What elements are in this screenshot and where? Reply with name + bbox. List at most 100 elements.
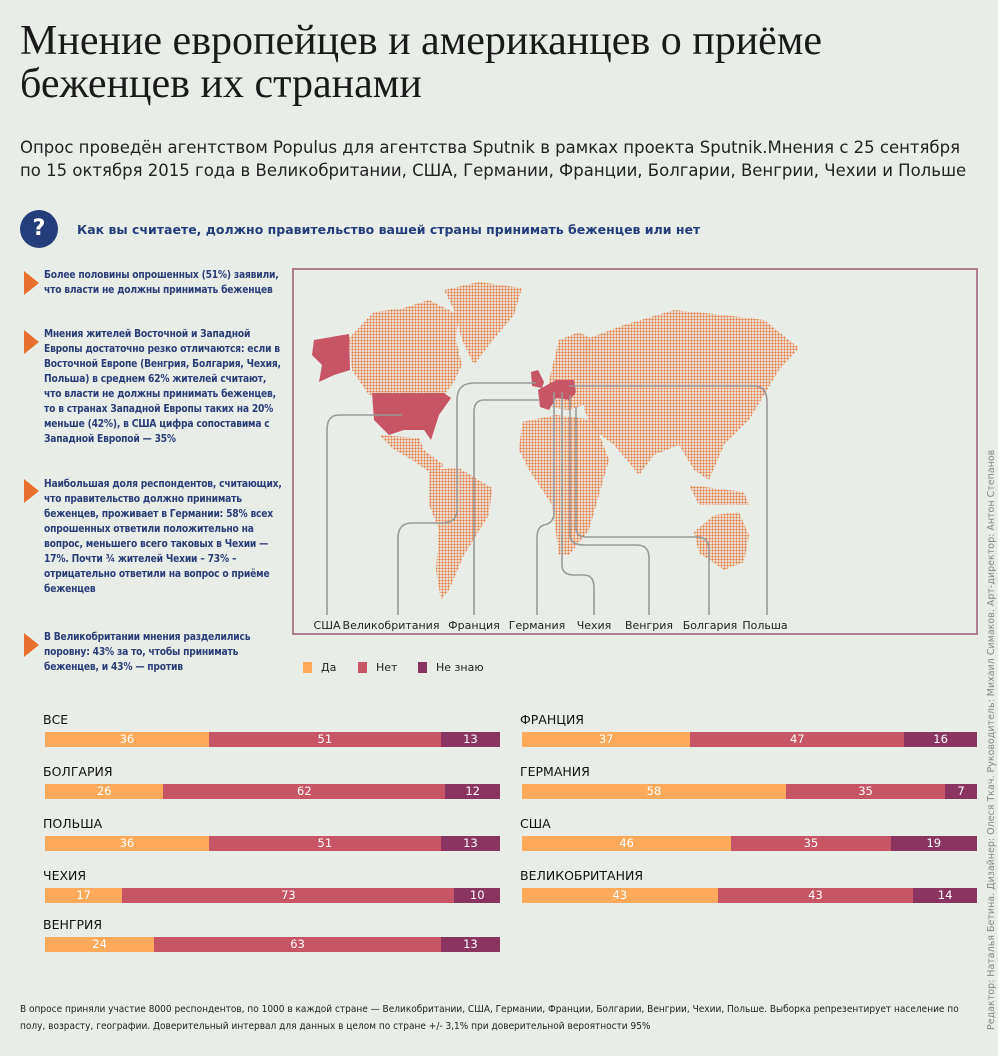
bar-segment-yes: 46 <box>522 836 732 851</box>
france-germany-etc <box>538 380 576 410</box>
bar-segment-dont-know: 13 <box>440 732 500 747</box>
bar-segment-yes: 26 <box>45 784 164 799</box>
legend-swatch <box>358 662 367 673</box>
bar-segment-no: 51 <box>208 836 441 851</box>
canada <box>349 300 462 395</box>
country-label-germany: Германия <box>508 619 566 632</box>
legend-swatch <box>303 662 312 673</box>
country-label-poland: Польша <box>742 619 788 632</box>
connector-poland <box>569 385 768 615</box>
bar-segment-dont-know: 19 <box>890 836 977 851</box>
connector-hungary <box>569 395 650 615</box>
bullet-arrow-icon <box>24 479 39 503</box>
page-title: Мнение европейцев и американцев о приёме… <box>20 18 823 107</box>
bar-segment-dont-know: 12 <box>445 784 500 799</box>
greenland <box>444 282 522 365</box>
legend-item-yes: Да <box>303 661 336 674</box>
bullet-text: Мнения жителей Восточной и Западной Евро… <box>44 329 281 445</box>
stacked-bar: 24 63 13 <box>45 937 500 952</box>
stacked-bar: 36 51 13 <box>45 836 500 851</box>
question-icon: ? <box>20 210 58 248</box>
bullet-text: Более половины опрошенных (51%) заявили,… <box>44 270 279 296</box>
bar-label: ВЕНГРИЯ <box>43 917 103 932</box>
country-label-usa: США <box>313 619 341 632</box>
connector-usa <box>326 414 402 615</box>
bar-segment-no: 62 <box>163 784 446 799</box>
stacked-bar: 26 62 12 <box>45 784 500 799</box>
bar-segment-no: 35 <box>731 836 891 851</box>
connector-lines <box>326 382 768 615</box>
central-america <box>379 435 444 475</box>
bar-segment-dont-know: 13 <box>440 937 500 952</box>
stacked-bar: 36 51 13 <box>45 732 500 747</box>
bar-segment-dont-know: 7 <box>945 784 977 799</box>
bar-segment-no: 51 <box>208 732 441 747</box>
bar-label: ВСЕ <box>43 712 69 727</box>
bar-label: БОЛГАРИЯ <box>43 764 113 779</box>
bar-segment-no: 43 <box>717 888 914 903</box>
world-map-graphic <box>312 282 799 615</box>
country-label-uk: Великобритания <box>342 619 440 632</box>
bar-segment-dont-know: 16 <box>904 732 977 747</box>
footnote: В опросе приняли участие 8000 респондент… <box>20 1004 959 1032</box>
bar-label: ВЕЛИКОБРИТАНИЯ <box>520 868 644 883</box>
legend-item-no: Нет <box>358 661 397 674</box>
world-map: США Великобритания Франция Германия Чехи… <box>292 268 978 635</box>
credits: Редактор: Наталья Бетина. Дизайнер: Олес… <box>986 449 997 1030</box>
subtitle: Опрос проведён агентством Populus для аг… <box>20 138 967 180</box>
bar-label: ЧЕХИЯ <box>43 868 87 883</box>
legend-label: Нет <box>376 661 398 674</box>
bar-segment-dont-know: 13 <box>440 836 500 851</box>
bar-segment-no: 35 <box>785 784 946 799</box>
bar-segment-dont-know: 10 <box>454 888 500 903</box>
connector-uk <box>397 382 536 615</box>
bar-label: США <box>520 816 551 831</box>
bullet-text: Наибольшая доля респондентов, считающих,… <box>44 479 282 595</box>
bar-segment-yes: 24 <box>45 937 155 952</box>
africa <box>519 415 609 555</box>
alaska-usa <box>312 334 350 382</box>
stacked-bar: 37 47 16 <box>522 732 977 747</box>
connector-france <box>473 399 540 615</box>
surveyed-countries <box>312 334 576 440</box>
bar-segment-yes: 58 <box>522 784 786 799</box>
bar-segment-yes: 36 <box>45 732 209 747</box>
bullet-arrow-icon <box>24 271 39 295</box>
asia <box>584 310 799 480</box>
country-label-bulgaria: Болгария <box>682 619 738 632</box>
legend-label: Не знаю <box>436 661 484 674</box>
country-label-hungary: Венгрия <box>624 619 674 632</box>
bullet-text: В Великобритании мнения разделились поро… <box>44 632 251 673</box>
stacked-bar: 17 73 10 <box>45 888 500 903</box>
bullet-arrow-icon <box>24 633 39 657</box>
bar-segment-yes: 17 <box>45 888 123 903</box>
legend-label: Да <box>321 661 337 674</box>
bar-segment-yes: 43 <box>522 888 718 903</box>
indonesia <box>689 485 749 505</box>
uk <box>531 370 544 388</box>
country-label-czech: Чехия <box>576 619 612 632</box>
country-label-france: Франция <box>448 619 500 632</box>
stacked-bar: 58 35 7 <box>522 784 977 799</box>
continents <box>349 282 799 600</box>
stacked-bar: 46 35 19 <box>522 836 977 851</box>
bullet-arrow-icon <box>24 330 39 354</box>
bar-segment-yes: 36 <box>45 836 209 851</box>
bar-segment-no: 73 <box>122 888 455 903</box>
connector-germany <box>536 392 555 615</box>
stacked-bar: 43 43 14 <box>522 888 977 903</box>
bar-segment-no: 47 <box>690 732 905 747</box>
bar-segment-yes: 37 <box>522 732 691 747</box>
connector-bulgaria <box>575 407 710 615</box>
australia <box>694 512 749 570</box>
legend-item-dont-know: Не знаю <box>418 661 484 674</box>
bar-label: ПОЛЬША <box>43 816 103 831</box>
usa <box>372 393 451 440</box>
legend-swatch <box>418 662 427 673</box>
south-america <box>429 468 492 600</box>
question-text: Как вы считаете, должно правительство ва… <box>77 222 701 237</box>
connector-czech <box>561 392 595 615</box>
bar-segment-no: 63 <box>154 937 441 952</box>
bar-label: ФРАНЦИЯ <box>520 712 584 727</box>
bar-segment-dont-know: 14 <box>913 888 977 903</box>
